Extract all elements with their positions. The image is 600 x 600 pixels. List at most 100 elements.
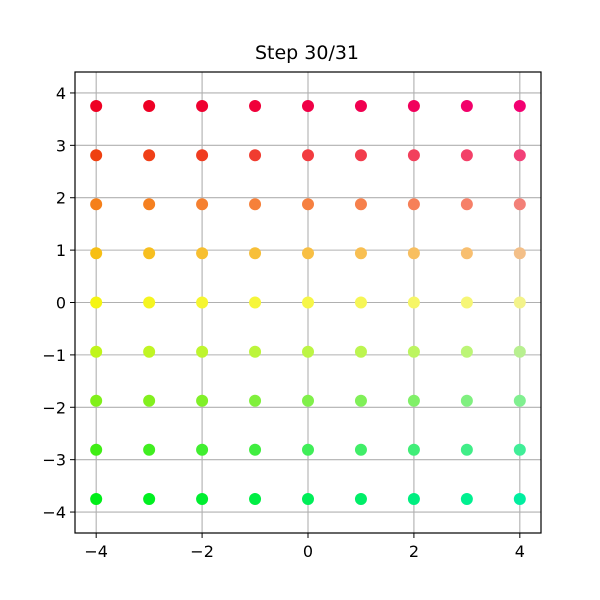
y-tick-label: −1 (42, 346, 66, 365)
x-tick-label: −4 (84, 542, 108, 561)
data-point (513, 247, 526, 260)
data-point (407, 296, 420, 309)
data-point (354, 247, 367, 260)
data-point (407, 492, 420, 505)
data-point (249, 149, 262, 162)
data-point (407, 100, 420, 113)
y-tick-label: −4 (42, 503, 66, 522)
data-point (196, 100, 209, 113)
data-point (460, 149, 473, 162)
y-tick-label: 3 (56, 136, 66, 155)
data-point (460, 345, 473, 358)
data-point (249, 492, 262, 505)
data-point (249, 100, 262, 113)
data-point (196, 443, 209, 456)
data-point (407, 149, 420, 162)
data-point (196, 345, 209, 358)
data-point (407, 198, 420, 211)
data-point (90, 198, 103, 211)
data-point (407, 247, 420, 260)
data-point (249, 296, 262, 309)
data-point (90, 100, 103, 113)
data-point (302, 492, 314, 505)
data-point (196, 296, 209, 309)
data-point (354, 149, 367, 162)
data-point (460, 394, 473, 407)
data-point (302, 100, 314, 113)
x-tick-label: 2 (409, 542, 419, 561)
data-point (143, 492, 156, 505)
data-point (90, 296, 103, 309)
data-point (460, 198, 473, 211)
y-tick-label: 2 (56, 189, 66, 208)
y-tick-label: 0 (56, 294, 66, 313)
data-point (354, 296, 367, 309)
data-point (249, 443, 262, 456)
data-point (143, 149, 156, 162)
data-point (513, 394, 526, 407)
data-point (460, 247, 473, 260)
x-tick-label: −2 (190, 542, 214, 561)
data-point (513, 492, 526, 505)
data-point (407, 345, 420, 358)
x-axis-ticks: −4 −2 0 2 4 (84, 533, 525, 561)
x-tick-label: 4 (515, 542, 525, 561)
data-point (302, 149, 314, 162)
data-point (196, 247, 209, 260)
data-point (90, 345, 103, 358)
data-point (249, 247, 262, 260)
data-point (460, 296, 473, 309)
data-point (196, 394, 209, 407)
data-point (90, 492, 103, 505)
data-point (354, 492, 367, 505)
data-point (196, 149, 209, 162)
data-point (143, 198, 156, 211)
data-point (460, 100, 473, 113)
data-point (354, 345, 367, 358)
data-point (143, 100, 156, 113)
data-point (513, 149, 526, 162)
data-point (354, 198, 367, 211)
data-point (302, 345, 314, 358)
data-point (513, 443, 526, 456)
data-point (302, 443, 314, 456)
data-point (513, 345, 526, 358)
data-point (354, 443, 367, 456)
data-point (513, 296, 526, 309)
data-point (143, 296, 156, 309)
data-point (90, 247, 103, 260)
data-point (90, 443, 103, 456)
data-point (196, 492, 209, 505)
data-point (302, 198, 314, 211)
data-points (90, 100, 526, 505)
y-axis-ticks: −4 −3 −2 −1 0 1 2 3 4 (42, 84, 75, 522)
data-point (302, 394, 314, 407)
y-tick-label: −3 (42, 451, 66, 470)
y-tick-label: 4 (56, 84, 66, 103)
y-tick-label: −2 (42, 398, 66, 417)
data-point (90, 394, 103, 407)
data-point (513, 198, 526, 211)
y-tick-label: 1 (56, 241, 66, 260)
data-point (302, 296, 314, 309)
data-point (249, 394, 262, 407)
data-point (249, 345, 262, 358)
data-point (407, 443, 420, 456)
data-point (302, 247, 314, 260)
data-point (460, 443, 473, 456)
chart-title: Step 30/31 (255, 42, 359, 64)
data-point (354, 100, 367, 113)
data-point (90, 149, 103, 162)
data-point (460, 492, 473, 505)
data-point (513, 100, 526, 113)
x-tick-label: 0 (303, 542, 313, 561)
data-point (407, 394, 420, 407)
data-point (143, 247, 156, 260)
data-point (196, 198, 209, 211)
data-point (249, 198, 262, 211)
data-point (143, 443, 156, 456)
data-point (143, 394, 156, 407)
data-point (354, 394, 367, 407)
